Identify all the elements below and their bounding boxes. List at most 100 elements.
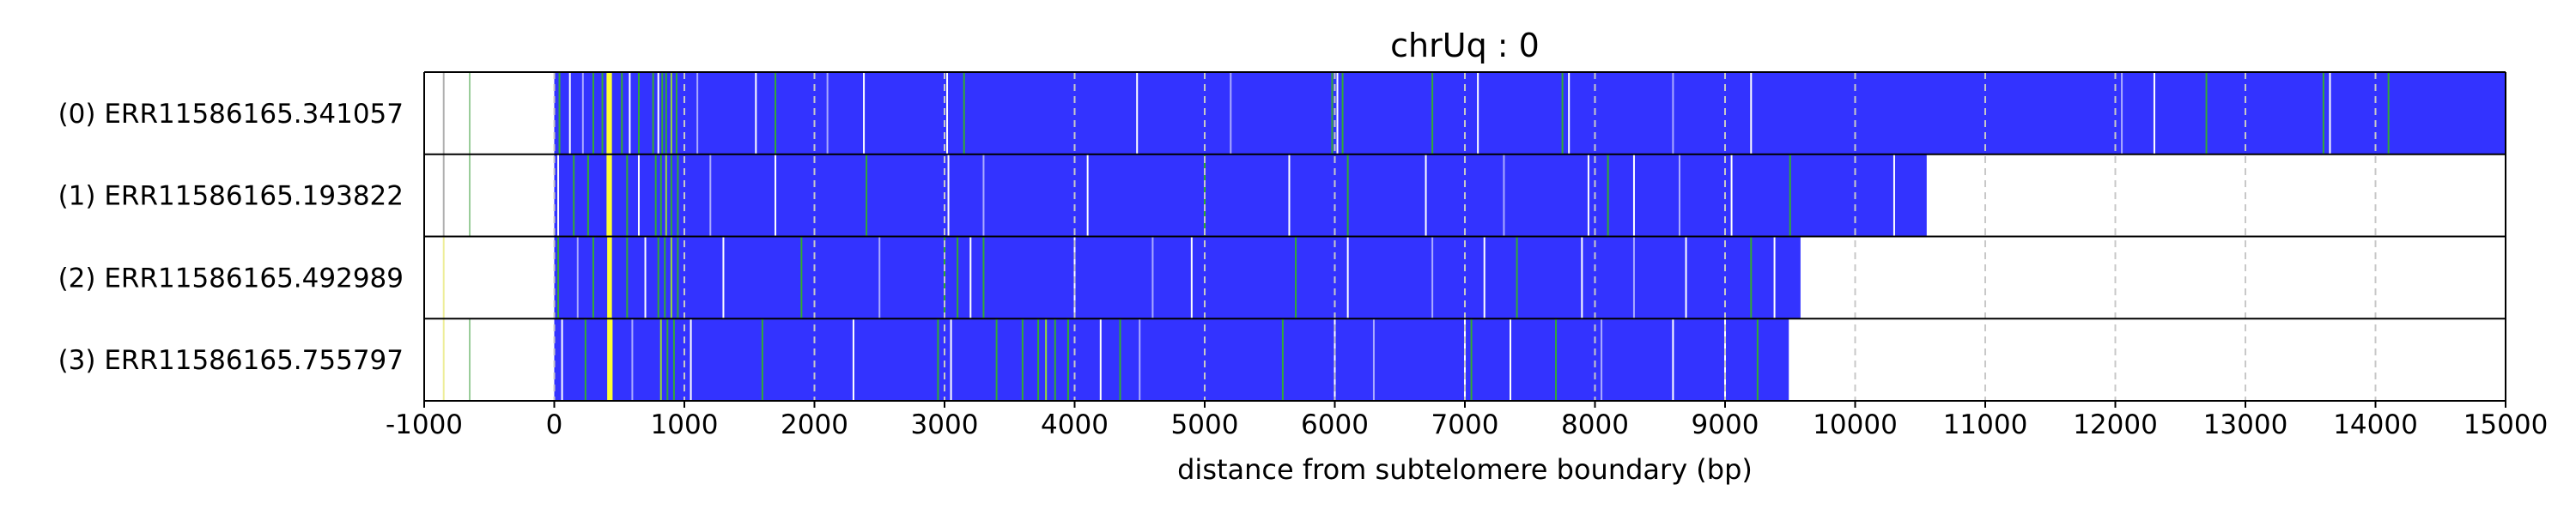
read-mark [659,318,662,401]
x-tick-label: 13000 [2203,409,2288,440]
read-mark [557,154,560,237]
read-mark [969,236,972,319]
read-mark [1893,154,1895,237]
read-mark [1730,154,1733,237]
read-mark [1425,154,1427,237]
read-mark [722,236,725,319]
x-tick-label: 6000 [1301,409,1369,440]
read-mark [661,72,664,154]
read-mark [1281,318,1284,401]
read-mark [982,236,985,319]
x-tick-label: 7000 [1431,409,1499,440]
read-mark [1750,72,1753,154]
read-mark [657,236,659,319]
y-tick-labels: (0) ERR11586165.341057 (1) ERR11586165.19… [58,99,404,376]
read-mark [657,72,659,154]
read-mark [664,236,666,319]
x-tick-label: 4000 [1041,409,1109,440]
read-mark [2329,72,2331,154]
read-mark [1503,154,1505,237]
read-mark [2121,72,2123,154]
read-mark [665,154,667,237]
read-mark [1678,154,1680,237]
read-mark [1037,318,1040,401]
read-mark [2387,72,2390,154]
read-mark [1672,318,1674,401]
read-mark [644,236,647,319]
x-tick-label: 10000 [1813,409,1898,440]
read-mark [637,154,640,237]
plot-area [423,71,2506,402]
x-tick-label: 14000 [2333,409,2418,440]
read-span [554,154,1927,237]
read-mark [1119,318,1121,401]
read-mark [866,154,868,237]
read-mark [775,154,777,237]
read-mark [1581,236,1583,319]
read-mark [568,72,571,154]
read-mark [581,72,584,154]
read-mark [1561,72,1564,154]
read-mark [557,236,560,319]
read-mark [1139,318,1141,401]
read-mark [442,318,445,401]
read-mark [1516,236,1518,319]
read-mark [677,154,679,237]
read-mark [1341,72,1344,154]
read-mark [1750,236,1753,319]
read-mark [1372,318,1375,401]
x-tick-label: 1000 [651,409,719,440]
read-mark [1136,72,1139,154]
read-mark [1431,72,1434,154]
read-mark [666,318,669,401]
read-mark [606,72,611,154]
read-mark [947,154,950,237]
read-mark [1724,318,1726,401]
chart-title: chrUq : 0 [1390,27,1540,64]
read-mark [852,318,854,401]
read-mark [2322,72,2324,154]
read-mark [1464,318,1466,401]
read-mark [1632,236,1635,319]
read-mark [1336,72,1339,154]
read-mark [469,318,471,401]
read-mark [677,236,679,319]
read-mark [1555,318,1558,401]
read-mark [654,154,657,237]
read-mark [946,72,949,154]
read-mark [1470,318,1473,401]
read-mark [709,154,712,237]
read-mark [637,72,640,154]
read-mark [982,154,985,237]
read-mark [1295,236,1297,319]
read-mark [561,318,563,401]
read-label: (1) ERR11586165.193822 [58,181,404,212]
read-mark [584,318,586,401]
read-mark [670,72,672,154]
x-tick-label: 3000 [911,409,979,440]
read-span [554,236,1801,319]
read-mark [469,154,471,237]
read-mark [586,154,589,237]
read-mark [469,72,471,154]
x-tick-label: 11000 [1943,409,2028,440]
read-mark [995,318,998,401]
read-mark [775,72,777,154]
read-mark [608,236,612,319]
read-mark [442,154,445,237]
read-row [442,318,1789,401]
read-mark [1288,154,1291,237]
read-mark [1151,236,1154,319]
read-mark [558,72,561,154]
read-mark [1601,318,1603,401]
read-mark [1331,72,1334,154]
x-tick-label: 0 [546,409,563,440]
read-mark [1190,236,1193,319]
read-row [442,154,1927,237]
read-mark [1431,236,1434,319]
read-mark [761,318,763,401]
read-mark [442,72,445,154]
read-mark [1510,318,1512,401]
read-row [442,72,2506,154]
